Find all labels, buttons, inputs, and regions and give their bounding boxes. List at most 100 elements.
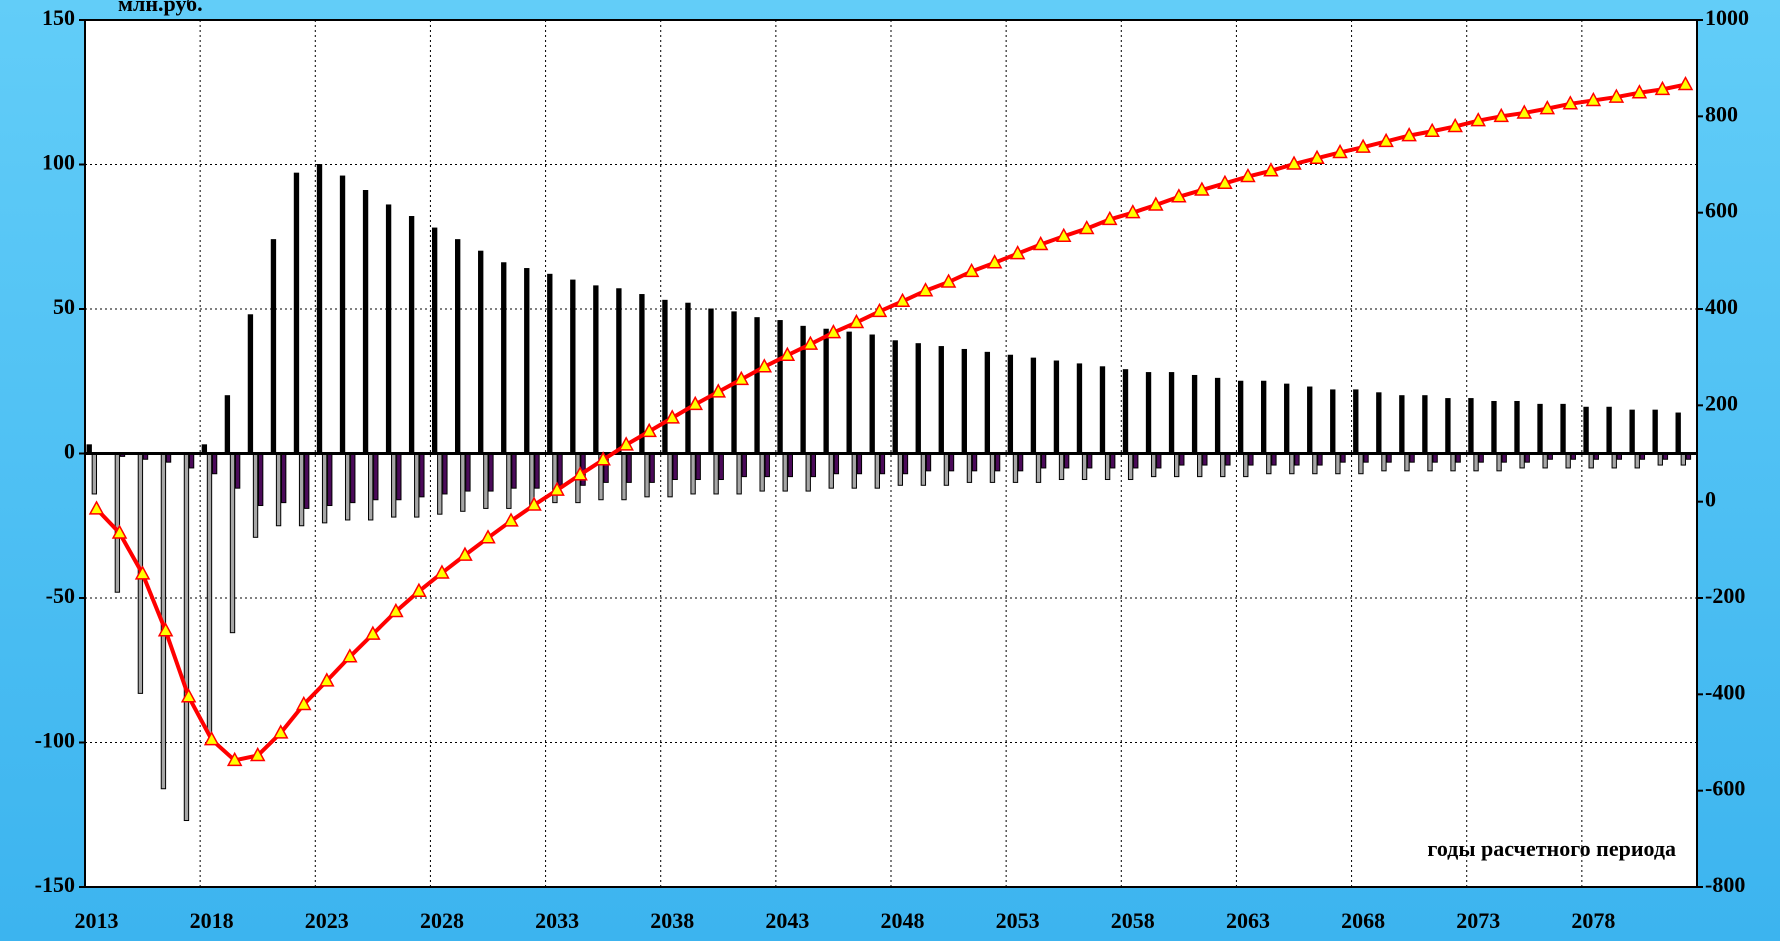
marker (1654, 80, 1671, 96)
marker (687, 395, 704, 411)
bar (281, 453, 287, 504)
marker (963, 262, 980, 278)
bar (1330, 389, 1336, 455)
bar (1133, 453, 1139, 469)
x-tick-label: 2068 (1341, 908, 1385, 933)
marker (342, 648, 358, 663)
bar (1145, 372, 1152, 454)
bar (787, 453, 793, 478)
marker (733, 370, 750, 386)
bar (833, 453, 840, 475)
bar (644, 453, 650, 498)
marker (894, 292, 911, 308)
marker (756, 358, 773, 373)
marker (1055, 227, 1072, 243)
marker (1125, 204, 1141, 219)
bar (183, 453, 190, 822)
marker (1332, 143, 1348, 159)
marker (1263, 162, 1279, 177)
bar (667, 453, 673, 498)
bar (626, 453, 632, 483)
bar (408, 216, 415, 454)
bar (534, 453, 540, 489)
y-tick-label: 150 (42, 5, 75, 30)
marker (664, 409, 680, 424)
bar (1634, 453, 1640, 469)
bar (431, 227, 438, 454)
bar (1519, 453, 1525, 469)
bar (971, 453, 978, 472)
bar (1294, 453, 1300, 466)
marker (457, 546, 473, 561)
bar (1243, 453, 1249, 478)
bar (488, 453, 494, 492)
bar (1381, 453, 1387, 472)
bar (948, 453, 955, 472)
y-tick-label: -150 (35, 872, 75, 897)
marker (434, 564, 450, 579)
bar (782, 453, 788, 492)
bar (1214, 377, 1221, 454)
bar (1353, 389, 1359, 455)
bar (1427, 453, 1433, 472)
marker (1032, 235, 1049, 251)
marker (618, 436, 634, 451)
bar (557, 453, 563, 486)
bar (920, 453, 927, 486)
bar (897, 453, 904, 486)
bar (1491, 400, 1497, 455)
bar (961, 348, 967, 454)
bar (777, 320, 783, 454)
bar (1150, 453, 1157, 478)
marker (1608, 88, 1625, 103)
marker (1148, 196, 1164, 211)
marker (802, 335, 819, 350)
bar (1496, 453, 1502, 472)
bar (1017, 453, 1024, 472)
y-tick-label: 0 (64, 439, 75, 464)
bar (321, 453, 328, 524)
bar (1358, 453, 1364, 475)
bar (1629, 409, 1635, 454)
bar (1473, 453, 1479, 472)
bar (1271, 453, 1277, 466)
marker (88, 500, 105, 515)
marker (1677, 75, 1694, 91)
bar (350, 453, 356, 504)
marker (549, 481, 565, 496)
marker (1240, 167, 1256, 183)
y-tick-label: 100 (42, 150, 75, 175)
bar (662, 299, 668, 454)
bar (984, 351, 991, 455)
marker (1355, 138, 1371, 153)
bar (91, 453, 98, 495)
y-tick-label: -50 (46, 583, 75, 608)
marker (1078, 219, 1095, 235)
x-tick-label: 2053 (996, 908, 1040, 933)
x-tick-label: 2013 (75, 908, 119, 933)
x-tick-label: 2033 (535, 908, 579, 933)
bar (810, 453, 817, 478)
bar (524, 268, 530, 455)
bar (478, 250, 484, 454)
bar (1040, 453, 1047, 469)
bar (1675, 412, 1681, 455)
marker (1217, 174, 1233, 190)
marker (272, 724, 289, 739)
bar (828, 453, 834, 489)
bar (713, 453, 719, 495)
bar (304, 453, 310, 509)
bar (1030, 357, 1037, 455)
marker (1009, 245, 1026, 260)
bar (672, 453, 678, 481)
bar (1317, 453, 1323, 466)
marker (1424, 122, 1440, 138)
bar (1422, 395, 1428, 455)
bar (925, 453, 932, 472)
x-tick-label: 2023 (305, 908, 349, 933)
bar (298, 453, 305, 527)
marker (1470, 112, 1486, 127)
bar (1197, 453, 1203, 478)
bar (327, 453, 333, 507)
bar (989, 453, 996, 483)
